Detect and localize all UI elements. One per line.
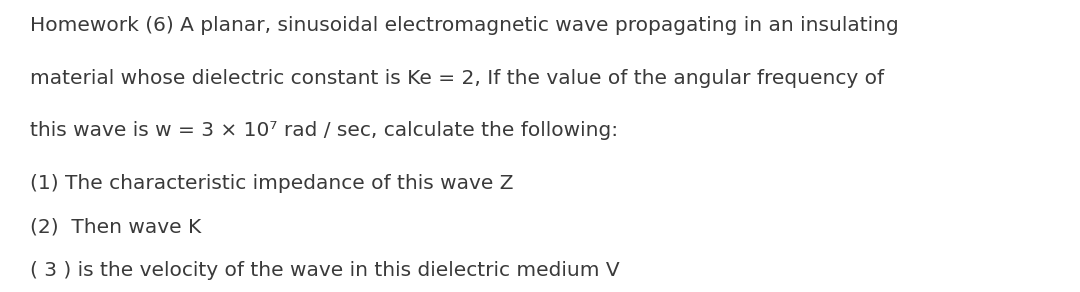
Text: (1) The characteristic impedance of this wave Z: (1) The characteristic impedance of this… (30, 174, 514, 193)
Text: Homework (6) A planar, sinusoidal electromagnetic wave propagating in an insulat: Homework (6) A planar, sinusoidal electr… (30, 16, 899, 35)
Text: material whose dielectric constant is Ke = 2, If the value of the angular freque: material whose dielectric constant is Ke… (30, 69, 885, 88)
Text: ( 3 ) is the velocity of the wave in this dielectric medium V: ( 3 ) is the velocity of the wave in thi… (30, 261, 620, 280)
Text: this wave is w = 3 × 10⁷ rad / sec, calculate the following:: this wave is w = 3 × 10⁷ rad / sec, calc… (30, 121, 619, 140)
Text: (2)  Then wave K: (2) Then wave K (30, 218, 202, 237)
